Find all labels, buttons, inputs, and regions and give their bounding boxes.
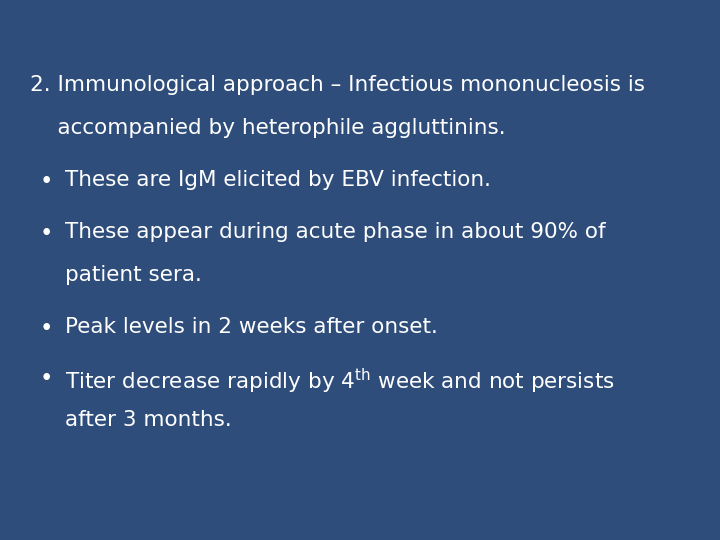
Text: •: • (40, 222, 53, 245)
Text: •: • (40, 317, 53, 340)
Text: These appear during acute phase in about 90% of: These appear during acute phase in about… (65, 222, 606, 242)
Text: patient sera.: patient sera. (65, 265, 202, 285)
Text: These are IgM elicited by EBV infection.: These are IgM elicited by EBV infection. (65, 170, 491, 190)
Text: Peak levels in 2 weeks after onset.: Peak levels in 2 weeks after onset. (65, 317, 438, 337)
Text: accompanied by heterophile aggluttinins.: accompanied by heterophile aggluttinins. (30, 118, 505, 138)
Text: •: • (40, 170, 53, 193)
Text: after 3 months.: after 3 months. (65, 410, 232, 430)
Text: •: • (40, 367, 53, 390)
Text: Titer decrease rapidly by 4$^{\mathregular{th}}$ week and not persists: Titer decrease rapidly by 4$^{\mathregul… (65, 367, 615, 396)
Text: 2. Immunological approach – Infectious mononucleosis is: 2. Immunological approach – Infectious m… (30, 75, 645, 95)
